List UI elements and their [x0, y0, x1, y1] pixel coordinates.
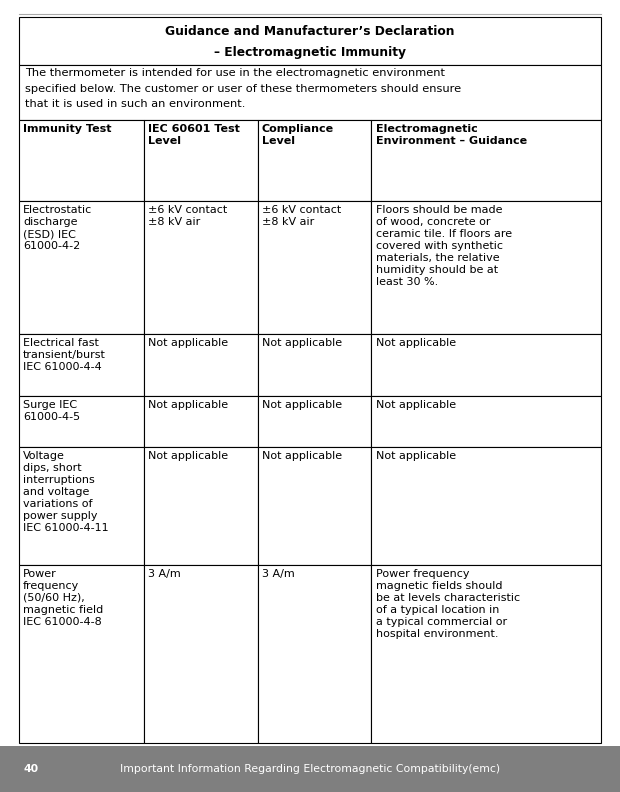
- Bar: [257, 565, 371, 743]
- Bar: [371, 334, 601, 396]
- Text: Not applicable: Not applicable: [148, 400, 228, 409]
- Text: Power frequency
magnetic fields should
be at levels characteristic
of a typical : Power frequency magnetic fields should b…: [376, 569, 520, 639]
- Bar: [19, 17, 601, 65]
- Bar: [19, 334, 144, 396]
- Bar: [19, 565, 144, 743]
- Bar: [144, 201, 257, 334]
- Bar: [144, 120, 257, 201]
- Bar: [0, 746, 620, 792]
- Text: Voltage
dips, short
interruptions
and voltage
variations of
power supply
IEC 610: Voltage dips, short interruptions and vo…: [23, 451, 108, 532]
- Bar: [257, 447, 371, 565]
- Text: Not applicable: Not applicable: [148, 338, 228, 348]
- Bar: [371, 201, 601, 334]
- Text: Electrical fast
transient/burst
IEC 61000-4-4: Electrical fast transient/burst IEC 6100…: [23, 338, 106, 372]
- Text: Not applicable: Not applicable: [376, 451, 456, 461]
- Text: Power
frequency
(50/60 Hz),
magnetic field
IEC 61000-4-8: Power frequency (50/60 Hz), magnetic fie…: [23, 569, 103, 626]
- Bar: [371, 120, 601, 201]
- Bar: [144, 396, 257, 447]
- Text: ±6 kV contact
±8 kV air: ±6 kV contact ±8 kV air: [262, 205, 341, 227]
- Text: Not applicable: Not applicable: [148, 451, 228, 461]
- Bar: [257, 334, 371, 396]
- Bar: [19, 396, 144, 447]
- Text: ±6 kV contact
±8 kV air: ±6 kV contact ±8 kV air: [148, 205, 228, 227]
- Text: Electromagnetic
Environment – Guidance: Electromagnetic Environment – Guidance: [376, 124, 526, 147]
- Text: Not applicable: Not applicable: [376, 400, 456, 409]
- Text: Important Information Regarding Electromagnetic Compatibility(emc): Important Information Regarding Electrom…: [120, 764, 500, 774]
- Bar: [19, 201, 144, 334]
- Text: Not applicable: Not applicable: [262, 400, 342, 409]
- Text: Not applicable: Not applicable: [376, 338, 456, 348]
- Text: Guidance and Manufacturer’s Declaration: Guidance and Manufacturer’s Declaration: [166, 25, 454, 38]
- Bar: [371, 565, 601, 743]
- Bar: [144, 447, 257, 565]
- Text: that it is used in such an environment.: that it is used in such an environment.: [25, 99, 245, 109]
- Text: Electrostatic
discharge
(ESD) IEC
61000-4-2: Electrostatic discharge (ESD) IEC 61000-…: [23, 205, 92, 251]
- Bar: [144, 565, 257, 743]
- Text: Immunity Test: Immunity Test: [23, 124, 112, 135]
- Text: Not applicable: Not applicable: [262, 451, 342, 461]
- Text: Surge IEC
61000-4-5: Surge IEC 61000-4-5: [23, 400, 80, 421]
- Text: 3 A/m: 3 A/m: [262, 569, 294, 579]
- Text: Not applicable: Not applicable: [262, 338, 342, 348]
- Text: 40: 40: [24, 764, 38, 774]
- Bar: [257, 396, 371, 447]
- Text: 3 A/m: 3 A/m: [148, 569, 181, 579]
- Bar: [257, 120, 371, 201]
- Text: Compliance
Level: Compliance Level: [262, 124, 334, 147]
- Bar: [144, 334, 257, 396]
- Bar: [19, 447, 144, 565]
- Bar: [19, 120, 144, 201]
- Text: – Electromagnetic Immunity: – Electromagnetic Immunity: [214, 46, 406, 59]
- Bar: [257, 201, 371, 334]
- Text: IEC 60601 Test
Level: IEC 60601 Test Level: [148, 124, 240, 147]
- Bar: [371, 396, 601, 447]
- Text: Floors should be made
of wood, concrete or
ceramic tile. If floors are
covered w: Floors should be made of wood, concrete …: [376, 205, 511, 287]
- Text: The thermometer is intended for use in the electromagnetic environment: The thermometer is intended for use in t…: [25, 68, 445, 78]
- Bar: [371, 447, 601, 565]
- Bar: [19, 65, 601, 120]
- Text: specified below. The customer or user of these thermometers should ensure: specified below. The customer or user of…: [25, 84, 461, 93]
